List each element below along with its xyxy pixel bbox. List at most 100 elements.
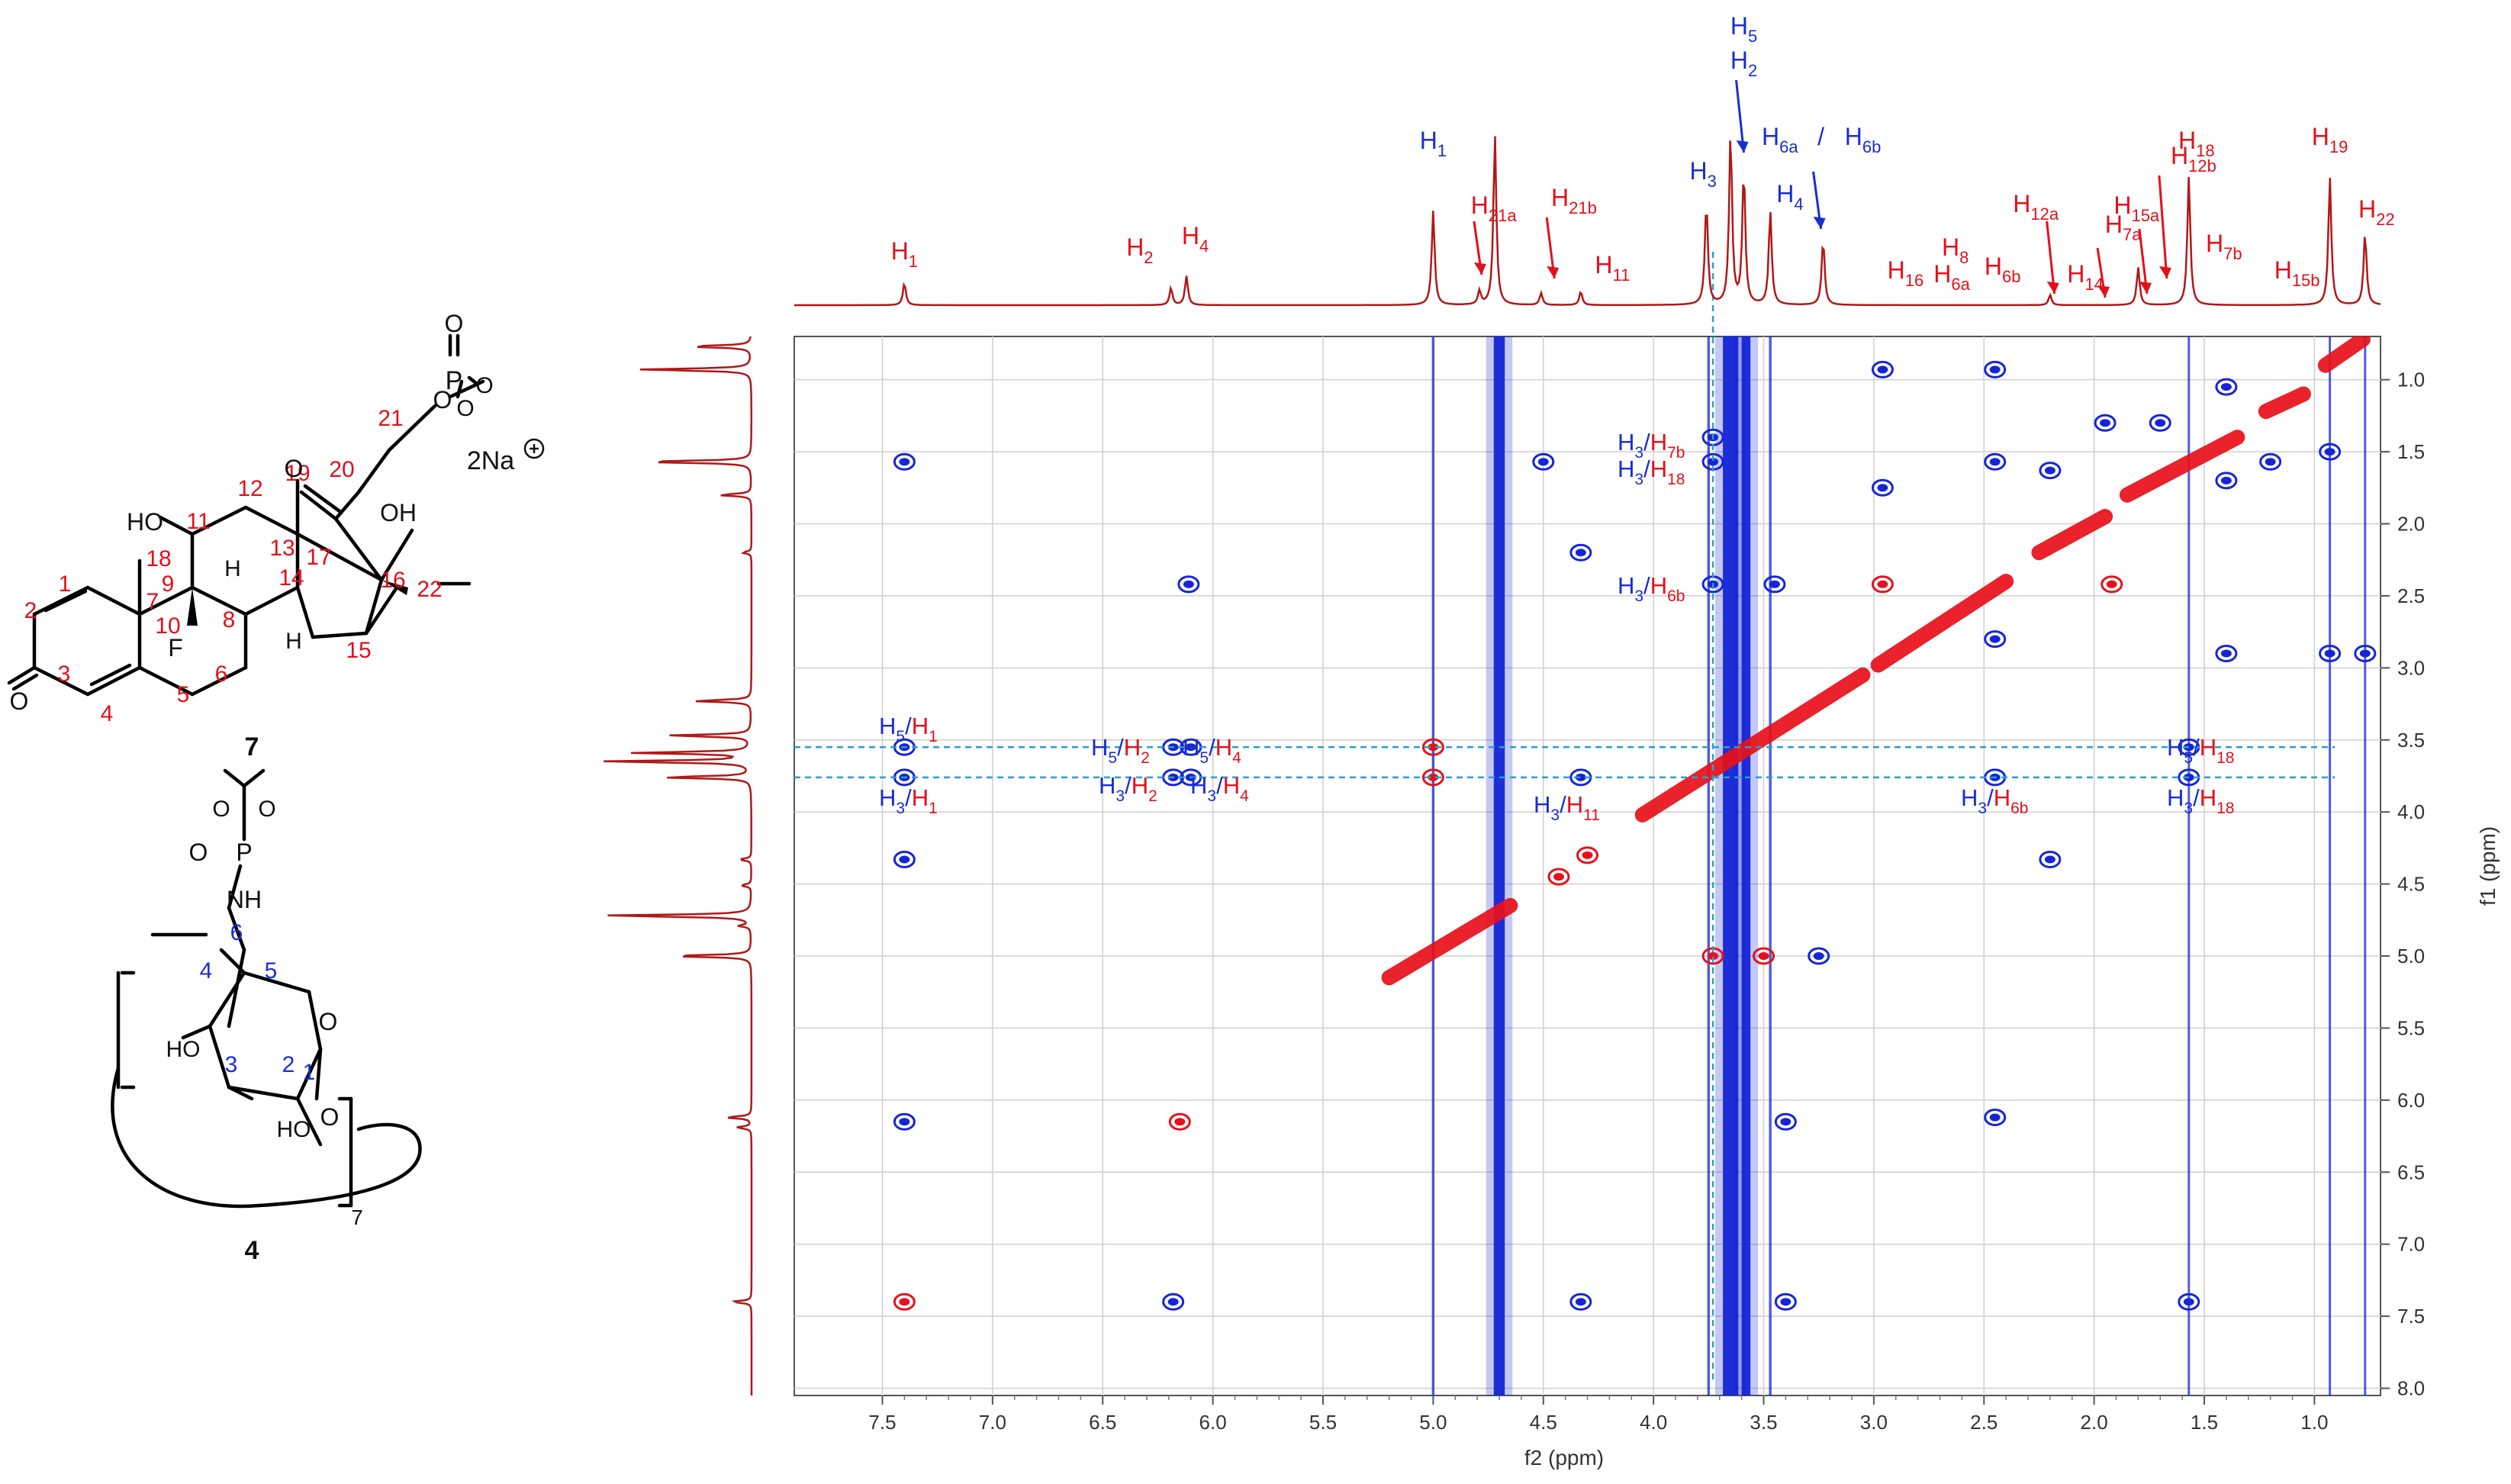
streak-halo xyxy=(1486,336,1513,1395)
atom-label: O xyxy=(212,797,230,822)
compound-4-atom-number: 2 xyxy=(282,1052,295,1077)
peak-label: H14 xyxy=(2067,260,2104,294)
compound-7-atom-number: 17 xyxy=(306,545,331,570)
cross-peak-outer xyxy=(2094,414,2117,432)
cross-peak-label: H3/H4 xyxy=(1190,772,1249,805)
compound-4-atom-number: 3 xyxy=(225,1052,238,1077)
cross-peak-label: H5/H1 xyxy=(879,713,938,745)
compound-7-atom-number: 18 xyxy=(146,546,171,571)
cross-peak-outer xyxy=(2319,443,2342,461)
x-tick-label: 3.5 xyxy=(1750,1411,1777,1434)
atom-label: O xyxy=(10,687,29,715)
cross-peak xyxy=(2220,649,2232,658)
streak xyxy=(1493,336,1505,1395)
peak-label: H15a xyxy=(2113,192,2160,225)
x-tick-label: 1.5 xyxy=(2191,1411,2218,1434)
cross-peak-outer xyxy=(893,452,916,471)
y-tick-label: 4.0 xyxy=(2397,800,2425,823)
cross-peak xyxy=(1575,549,1586,557)
compound-label: 7 xyxy=(245,732,259,761)
peak-label: H21a xyxy=(1471,192,1518,225)
y-axis: 1.0 1.5 2.0 2.5 3.0 3.5 4.0 4.5 5.0 5.5 6.0 6.5 7.0 7… xyxy=(2381,369,2425,1400)
cross-peak-outer xyxy=(2039,851,2062,869)
streak xyxy=(2187,336,2191,1395)
cross-peak xyxy=(1174,1118,1186,1126)
compound-7-atom-number: 7 xyxy=(146,589,159,614)
cross-peak-outer xyxy=(1569,543,1592,562)
diagonal-peak xyxy=(1381,897,1518,986)
peak-label: H6b xyxy=(1985,253,2021,286)
cross-peak-label: H5/H4 xyxy=(1183,734,1241,767)
cross-peak-outer xyxy=(2101,575,2123,594)
cross-peak-label: H3/H18 xyxy=(1618,456,1685,488)
atom-label: O xyxy=(189,839,208,866)
cross-peak-outer xyxy=(2259,452,2282,471)
cross-peak xyxy=(1813,952,1824,961)
y-tick-label: 7.0 xyxy=(2397,1233,2425,1256)
atom-label: OH xyxy=(380,499,417,526)
cross-peak-outer xyxy=(2178,1292,2200,1311)
cross-peak xyxy=(1708,458,1719,466)
cross-peak xyxy=(1537,458,1549,466)
counterion: 2Na xyxy=(467,446,514,475)
compound-7-atom-number: 11 xyxy=(186,509,210,534)
peak-label: H2 xyxy=(1730,47,1757,80)
peak-label: H6a xyxy=(1762,123,1798,156)
cross-peak xyxy=(2106,580,2117,588)
x-tick-label: 4.0 xyxy=(1640,1411,1667,1434)
y-tick-label: 1.5 xyxy=(2397,440,2425,463)
cross-peak-outer xyxy=(893,1292,916,1311)
cross-peak xyxy=(2324,448,2336,456)
cross-peak xyxy=(2100,419,2111,427)
compound-4-atom-number: 1 xyxy=(303,1060,316,1085)
arrow-head xyxy=(2097,285,2110,298)
atom-label: O xyxy=(456,396,474,421)
compound-7-structure xyxy=(7,333,485,697)
cross-peak-label: H3/H1 xyxy=(879,784,938,817)
atom-label: O xyxy=(475,373,493,398)
cross-peak-outer xyxy=(1763,575,1786,594)
cross-peak xyxy=(1877,365,1888,374)
y-axis-label: f1 (ppm) xyxy=(2476,826,2500,906)
streak xyxy=(1769,336,1772,1395)
peak-label: H22 xyxy=(2358,195,2395,229)
arrow-head xyxy=(1547,266,1560,278)
cross-peak xyxy=(2155,419,2166,427)
plot-area xyxy=(893,336,2377,1395)
cross-peak-outer xyxy=(2215,472,2238,490)
cross-peak-outer xyxy=(1871,575,1894,594)
peak-label: H12b xyxy=(2171,142,2216,175)
compound-4-structure xyxy=(111,768,422,1209)
x-tick-label: 4.5 xyxy=(1530,1411,1557,1434)
peak-label: H11 xyxy=(1595,251,1630,285)
cross-peak-outer xyxy=(1774,1292,1797,1311)
peak-label: H7a xyxy=(2105,211,2142,244)
cross-peak xyxy=(2359,649,2371,658)
x-tick-label: 2.0 xyxy=(2081,1411,2108,1434)
cross-peak-outer xyxy=(1177,575,1200,594)
cross-peak xyxy=(1553,873,1564,881)
peak-label: H4 xyxy=(1776,180,1803,214)
cross-peak xyxy=(1989,635,2001,643)
cross-peak-outer xyxy=(1532,452,1555,471)
peak-label: H21b xyxy=(1551,184,1597,217)
cross-peak-label: H3/H7b xyxy=(1618,429,1685,462)
atom-label: P xyxy=(446,366,463,395)
atom-label: H xyxy=(285,629,302,654)
cross-peak xyxy=(1428,773,1439,781)
cross-peak xyxy=(1780,1298,1792,1306)
peak-label: H5 xyxy=(1730,12,1757,46)
compound-7-atom-number: 6 xyxy=(215,662,228,687)
x-tick-label: 5.5 xyxy=(1309,1411,1337,1434)
compound-7-atom-number: 22 xyxy=(417,577,442,602)
compound-7-atom-number: 4 xyxy=(101,701,114,726)
cross-peak xyxy=(899,1118,910,1126)
compound-7-atom-number: 21 xyxy=(378,406,403,431)
arrow-head xyxy=(1473,262,1486,275)
streak-halo xyxy=(1734,336,1759,1395)
atom-label: H xyxy=(224,556,241,581)
compound-7-atom-number: 19 xyxy=(285,461,310,486)
